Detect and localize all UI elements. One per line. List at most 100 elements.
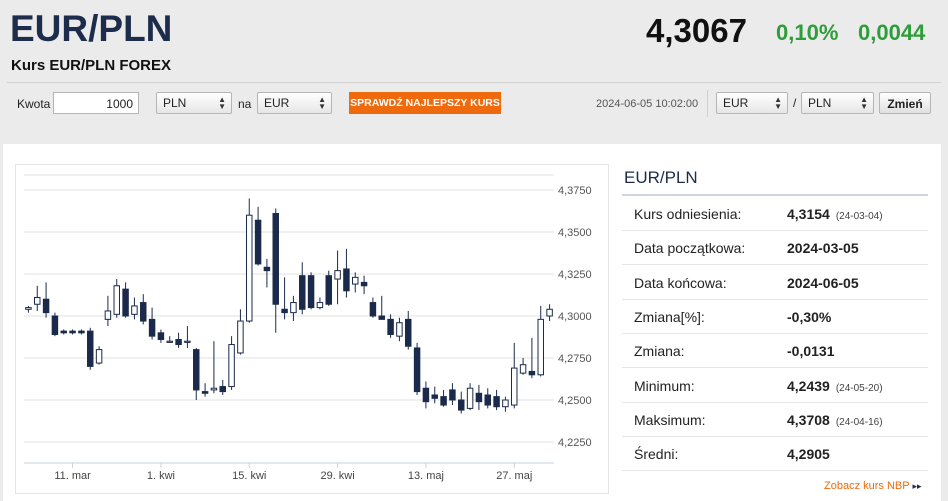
stats-row: Średni: 4,2905 <box>622 437 928 472</box>
x-tick-label: 29. kwi <box>320 470 354 482</box>
candle-body <box>396 322 403 337</box>
to-currency-value: EUR <box>264 96 290 110</box>
candle-body <box>405 318 412 347</box>
stats-label: Minimum: <box>634 377 695 394</box>
change-absolute: 0,0044 <box>858 20 926 45</box>
candle-body <box>140 302 147 322</box>
candle-body <box>334 270 341 280</box>
stats-row: Kurs odniesienia: 4,3154 (24-03-04) <box>622 197 928 231</box>
candle-body <box>466 387 474 409</box>
candle-body <box>166 340 173 343</box>
stats-row: Data początkowa: 2024-03-05 <box>622 231 928 266</box>
stats-label: Kurs odniesienia: <box>634 206 742 222</box>
candle-body <box>511 367 518 406</box>
quote-currency-select[interactable]: PLN ▲ ▼ <box>801 92 874 114</box>
candle-body <box>519 364 527 374</box>
stats-row: Zmiana: -0,0131 <box>622 334 928 369</box>
candle-body <box>42 298 50 314</box>
select-arrows-icon: ▲ ▼ <box>774 95 782 111</box>
base-currency-select[interactable]: EUR ▲ ▼ <box>716 92 788 114</box>
stats-value-text: 2024-03-05 <box>787 240 859 257</box>
candle-body <box>237 320 244 354</box>
stats-date: (24-04-16) <box>835 416 883 428</box>
amount-input[interactable]: 1000 <box>53 92 139 114</box>
y-tick-label: 4,3500 <box>558 227 592 239</box>
to-label: na <box>238 97 252 111</box>
candle-body <box>307 275 315 309</box>
candle-body <box>440 396 447 406</box>
best-rate-button[interactable]: SPRAWDŹ NAJLEPSZY KURS <box>349 92 501 114</box>
stats-label: Zmiana[%]: <box>634 308 705 325</box>
x-tick-label: 15. kwi <box>232 470 266 482</box>
candle-body <box>449 389 456 401</box>
stats-title-underline <box>622 194 928 196</box>
stats-value-text: -0,0131 <box>787 343 835 360</box>
candle-body <box>475 392 483 403</box>
amount-label: Kwota <box>17 97 51 111</box>
header-divider <box>7 82 941 83</box>
select-arrows-icon: ▲ ▼ <box>218 95 226 111</box>
quote-currency-value: PLN <box>808 96 832 110</box>
candle-body <box>219 386 226 393</box>
y-tick-label: 4,3000 <box>558 311 592 323</box>
x-tick-label: 13. maj <box>408 470 444 482</box>
nbp-link[interactable]: Zobacz kurs NBP ▸▸ <box>824 480 922 492</box>
toolbar-separator <box>707 90 708 117</box>
candle-body <box>246 214 253 322</box>
candle-body <box>78 330 85 334</box>
nbp-link-label: Zobacz kurs NBP <box>824 480 910 492</box>
candle-body <box>87 330 94 367</box>
candle-body <box>352 276 359 285</box>
candle-body <box>69 330 76 334</box>
stats-value: 2024-03-05 <box>787 240 865 256</box>
candle-body <box>290 302 297 314</box>
stats-value: 2024-06-05 <box>787 275 865 291</box>
quote-timestamp: 2024-06-05 10:02:00 <box>596 98 699 110</box>
candle-body <box>184 340 191 343</box>
current-rate: 4,3067 <box>646 12 747 49</box>
stats-value: 4,2905 <box>787 446 836 462</box>
candle-body <box>458 399 465 411</box>
candle-body <box>369 302 377 317</box>
candle-body <box>113 285 120 315</box>
candle-body <box>528 370 536 376</box>
candle-body <box>272 213 279 305</box>
stats-value: -0,0131 <box>787 343 840 359</box>
candle-body <box>34 297 41 305</box>
candle-body <box>413 347 421 393</box>
stats-label: Data końcowa: <box>634 274 727 291</box>
stats-value-text: 2024-06-05 <box>787 274 859 291</box>
candle-body <box>378 315 385 320</box>
stats-label: Maksimum: <box>634 411 706 428</box>
change-percent: 0,10% <box>776 20 839 45</box>
candle-body <box>254 219 262 265</box>
to-currency-select[interactable]: EUR ▲ ▼ <box>257 92 332 114</box>
stats-date: (24-05-20) <box>835 382 883 394</box>
candle-body <box>60 330 67 334</box>
select-arrows-icon: ▲ ▼ <box>318 95 326 111</box>
candle-body <box>175 339 182 346</box>
candle-body <box>201 391 209 394</box>
from-currency-select[interactable]: PLN ▲ ▼ <box>156 92 232 114</box>
pair-slash: / <box>793 96 797 110</box>
candle-body <box>210 387 218 391</box>
stats-value-text: -0,30% <box>787 308 832 325</box>
candle-body <box>131 305 138 315</box>
stats-row: Maksimum: 4,3708 (24-04-16) <box>622 403 928 437</box>
x-tick-label: 27. maj <box>496 470 532 482</box>
pair-subtitle: Kurs EUR/PLN FOREX <box>11 57 172 74</box>
candle-body <box>148 318 156 337</box>
candle-body <box>431 394 438 399</box>
candle-body <box>546 308 553 317</box>
candle-body <box>360 281 368 287</box>
candle-body <box>316 302 324 309</box>
stats-title: EUR/PLN <box>624 168 698 187</box>
pair-title: EUR/PLN <box>10 8 173 49</box>
change-pair-button[interactable]: Zmień <box>879 92 931 114</box>
from-currency-value: PLN <box>163 96 187 110</box>
select-arrows-icon: ▲ ▼ <box>860 95 868 111</box>
double-arrow-icon: ▸▸ <box>912 481 922 491</box>
stats-label: Zmiana: <box>634 343 685 360</box>
candle-body <box>281 308 288 314</box>
candle-body <box>422 387 430 403</box>
